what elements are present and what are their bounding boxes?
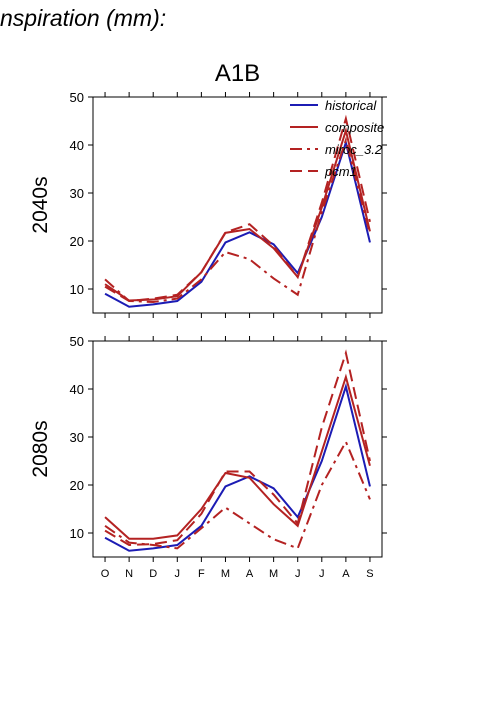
x-tick-label: M: [269, 568, 278, 580]
x-tick-label: J: [175, 568, 181, 580]
y-tick-label: 40: [70, 382, 84, 397]
x-tick-label: J: [319, 568, 325, 580]
y-tick-label: 50: [70, 90, 84, 105]
x-tick-label: N: [125, 568, 133, 580]
legend-label: pcm1: [324, 164, 357, 179]
x-tick-label: F: [198, 568, 205, 580]
x-tick-label: A: [342, 568, 350, 580]
series-line: [104, 349, 371, 547]
plot-frame: [92, 96, 383, 314]
legend-label: historical: [325, 98, 377, 113]
y-axis-label: 2040s: [29, 176, 52, 233]
series-line: [104, 373, 371, 540]
legend-label: composite: [325, 120, 384, 135]
x-tick-label: J: [295, 568, 301, 580]
y-tick-label: 20: [70, 478, 84, 493]
y-tick-label: 50: [70, 334, 84, 349]
page-header: nspiration (mm):: [0, 5, 166, 31]
x-tick-label: S: [366, 568, 373, 580]
series-line: [104, 138, 371, 308]
series-line: [104, 136, 371, 303]
y-tick-label: 30: [70, 430, 84, 445]
series-line: [104, 126, 371, 302]
y-tick-label: 10: [70, 526, 84, 541]
series-line: [104, 382, 371, 552]
y-tick-label: 20: [70, 234, 84, 249]
x-tick-label: M: [221, 568, 230, 580]
chart-title: A1B: [215, 60, 260, 87]
series-line: [104, 439, 371, 550]
x-tick-label: D: [149, 568, 157, 580]
y-tick-label: 30: [70, 186, 84, 201]
y-tick-label: 10: [70, 282, 84, 297]
legend-label: miroc_3.2: [325, 142, 383, 157]
x-tick-label: A: [246, 568, 254, 580]
y-axis-label: 2080s: [29, 420, 52, 477]
y-tick-label: 40: [70, 138, 84, 153]
x-tick-label: O: [101, 568, 110, 580]
series-line: [104, 114, 371, 303]
plot-frame: [92, 340, 383, 558]
